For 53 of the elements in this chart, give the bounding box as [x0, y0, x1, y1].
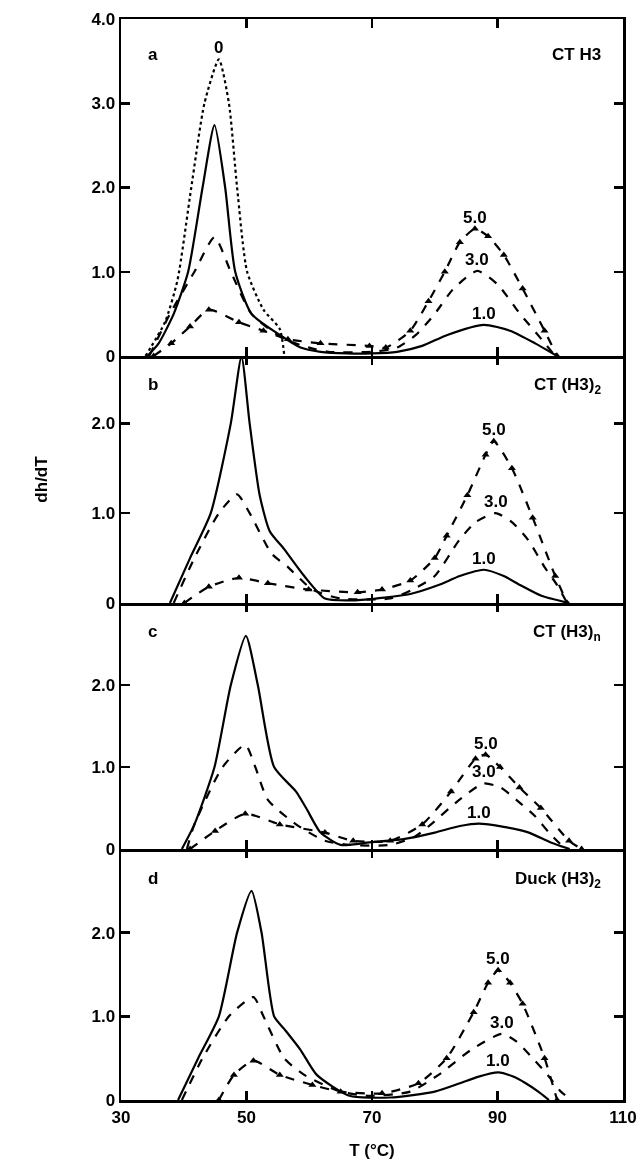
- x-tick-label: 90: [488, 1107, 507, 1127]
- annotation: a: [148, 45, 158, 64]
- x-tick-label: 110: [609, 1107, 637, 1127]
- annotation: Duck (H3)$_{2}$: [515, 869, 602, 891]
- point: [489, 437, 498, 444]
- series-label: 5.0: [486, 949, 510, 968]
- series-label: 1.0: [472, 304, 496, 323]
- annotation: d: [148, 869, 159, 888]
- series-label: 0: [214, 38, 224, 57]
- point: [484, 232, 493, 239]
- y-tick-label: 2.0: [91, 178, 116, 198]
- y-tick-label: 1.0: [91, 757, 116, 777]
- annotation: c: [148, 622, 158, 641]
- y-tick-label: 2.0: [91, 675, 116, 695]
- point: [507, 464, 516, 471]
- point: [414, 1079, 423, 1086]
- y-tick-label: 2.0: [91, 414, 116, 434]
- annotation: CT (H3)$_{n}$: [533, 622, 601, 644]
- annotation: b: [148, 375, 159, 394]
- series-label: 1.0: [467, 803, 491, 822]
- series-label: 5.0: [463, 208, 487, 227]
- series-label: 5.0: [482, 420, 506, 439]
- y-tick-label: 3.0: [91, 94, 116, 114]
- series-label: 3.0: [484, 492, 508, 511]
- point: [275, 820, 284, 827]
- y-tick-label: 0: [105, 346, 116, 366]
- x-axis-title: T (°C): [349, 1140, 395, 1160]
- y-axis-title: dh/dT: [31, 455, 51, 503]
- point: [455, 238, 464, 245]
- point: [494, 966, 503, 973]
- y-tick-label: 1.0: [91, 504, 116, 524]
- y-tick-label: 2.0: [91, 923, 116, 943]
- annotation: CT (H3)$_{2}$: [534, 375, 602, 397]
- x-tick-label: 70: [362, 1107, 382, 1127]
- point: [378, 1089, 387, 1096]
- series-label: 3.0: [472, 762, 496, 781]
- annotation: CT H3: [552, 45, 602, 64]
- x-tick-label: 30: [111, 1107, 131, 1127]
- series-label: 3.0: [465, 250, 489, 269]
- series-label: 1.0: [486, 1051, 510, 1070]
- point: [418, 820, 427, 827]
- y-tick-label: 4.0: [91, 9, 116, 29]
- x-tick-label: 50: [237, 1107, 256, 1127]
- series-label: 5.0: [474, 734, 498, 753]
- series-label: 1.0: [472, 549, 496, 568]
- y-tick-label: 1.0: [91, 262, 116, 282]
- y-tick-label: 0: [105, 593, 116, 613]
- series-label: 3.0: [490, 1013, 514, 1032]
- y-tick-label: 0: [105, 1090, 116, 1110]
- point: [316, 339, 325, 346]
- y-tick-label: 0: [105, 839, 116, 859]
- point: [167, 339, 176, 346]
- y-tick-label: 1.0: [91, 1007, 116, 1027]
